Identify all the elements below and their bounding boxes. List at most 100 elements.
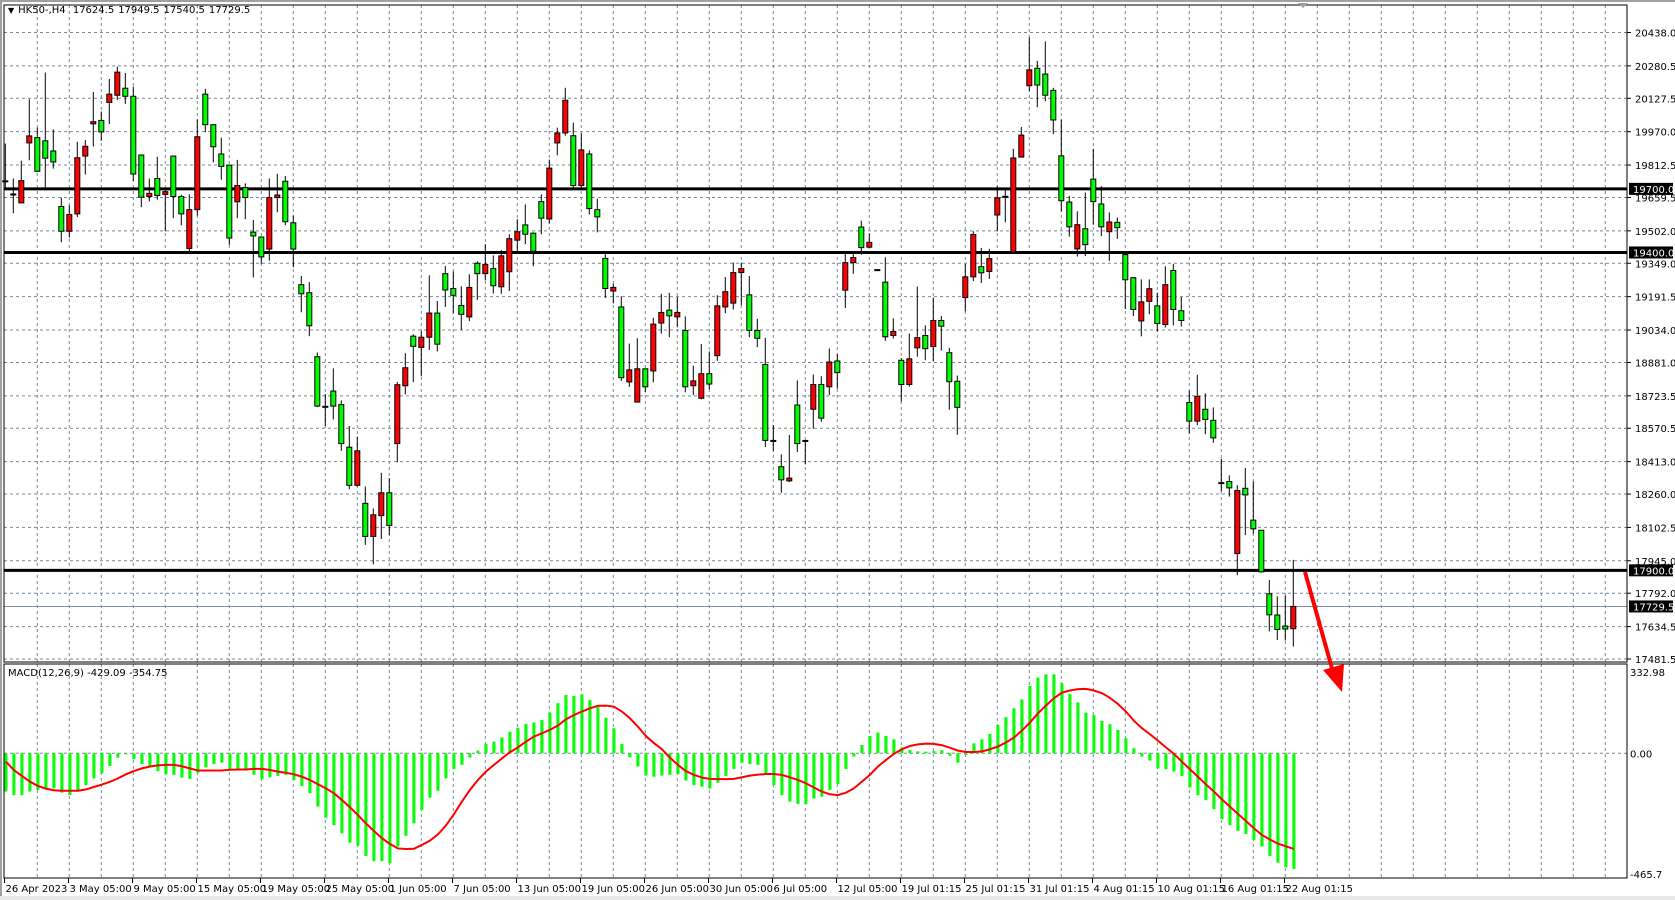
macd-histogram-bar <box>28 753 32 792</box>
candle-bearish <box>42 140 49 159</box>
price-tick-label: 17792.0 <box>1635 589 1675 600</box>
candle-bearish <box>1250 519 1257 530</box>
level-price-label: 17900.0 <box>1633 566 1674 577</box>
candle-bullish <box>514 231 521 241</box>
time-tick-label: 19 Jun 05:00 <box>582 884 646 895</box>
level-price-tag <box>1629 246 1673 259</box>
macd-histogram-bar <box>300 753 304 786</box>
macd-histogram-bar <box>748 753 752 765</box>
candle-bearish <box>1210 419 1217 439</box>
macd-histogram-bar <box>1108 724 1112 754</box>
macd-histogram-bar <box>260 753 264 780</box>
macd-histogram-bar <box>508 731 512 754</box>
candle-bearish <box>226 164 233 239</box>
candle-bearish <box>290 222 297 250</box>
candle-bearish <box>442 273 449 291</box>
time-tick-label: 30 Jun 05:00 <box>710 884 774 895</box>
time-tick-label: 6 Jul 05:00 <box>774 884 828 895</box>
candle-bearish <box>1058 155 1065 202</box>
candle-bearish <box>1098 203 1105 228</box>
candle-bullish <box>802 439 809 442</box>
macd-histogram-bar <box>1148 753 1152 761</box>
candle-bullish <box>738 268 745 274</box>
macd-histogram-bar <box>156 753 160 772</box>
candle-bearish <box>218 153 225 167</box>
candle-bearish <box>1274 614 1281 630</box>
macd-histogram-bar <box>1012 708 1016 754</box>
macd-histogram-bar <box>196 753 200 773</box>
candle-bullish <box>994 197 1001 216</box>
macd-histogram-bar <box>516 727 520 754</box>
candle-bearish <box>178 196 185 215</box>
macd-histogram-bar <box>972 743 976 754</box>
symbol-label: HK50-,H4 <box>18 5 66 16</box>
price-tick-label: 18723.5 <box>1635 392 1675 403</box>
macd-histogram-bar <box>1164 753 1168 770</box>
candle-bullish <box>82 145 89 157</box>
candle-bullish <box>2 180 9 183</box>
macd-histogram-bar <box>388 753 392 864</box>
macd-main-value: -429.09 <box>87 668 126 679</box>
macd-histogram-bar <box>1068 694 1072 754</box>
macd-histogram-bar <box>1052 674 1056 754</box>
candle-bearish <box>794 404 801 445</box>
macd-histogram-bar <box>108 753 112 766</box>
candle-bullish <box>194 136 201 211</box>
candle-bearish <box>818 383 825 419</box>
candle-bearish <box>682 329 689 388</box>
candle-bearish <box>98 119 105 133</box>
macd-histogram-bar <box>164 753 168 775</box>
price-tick-label: 18413.0 <box>1635 458 1675 469</box>
macd-histogram-bar <box>500 737 504 754</box>
macd-histogram-bar <box>964 753 968 755</box>
close-value: 17729.5 <box>208 5 251 16</box>
macd-histogram-bar <box>116 753 120 758</box>
macd-histogram-bar <box>1284 753 1288 868</box>
candle-bullish <box>74 157 81 215</box>
candle-bullish <box>1074 224 1081 250</box>
candle-bearish <box>1178 310 1185 321</box>
candle-bearish <box>666 309 673 317</box>
candle-bearish <box>490 268 497 287</box>
candle-bearish <box>450 287 457 296</box>
candle-bullish <box>1138 301 1145 322</box>
macd-tick-label: 0.00 <box>1630 749 1652 760</box>
time-tick-label: 10 Aug 01:15 <box>1158 884 1225 895</box>
level-price-label: 19700.0 <box>1633 185 1674 196</box>
candle-bullish <box>162 191 169 195</box>
macd-histogram-bar <box>652 753 656 777</box>
price-tick-label: 17945.0 <box>1635 557 1675 568</box>
macd-histogram-bar <box>1100 720 1104 754</box>
candle-bearish <box>258 236 265 258</box>
macd-histogram-bar <box>956 753 960 763</box>
macd-histogram-bar <box>1252 753 1256 841</box>
macd-histogram-bar <box>100 753 104 774</box>
triangle-down-icon[interactable]: ▼ <box>8 6 15 15</box>
macd-histogram-bar <box>548 712 552 754</box>
macd-histogram-bar <box>1236 753 1240 831</box>
macd-histogram-bar <box>524 723 528 754</box>
macd-histogram-bar <box>620 743 624 754</box>
macd-histogram-bar <box>1076 702 1080 754</box>
candle-bullish <box>66 214 73 232</box>
macd-histogram-bar <box>1276 753 1280 863</box>
macd-histogram-bar <box>716 753 720 783</box>
macd-histogram-bar <box>36 753 40 790</box>
candle-bearish <box>434 312 441 345</box>
macd-histogram-bar <box>92 753 96 779</box>
candle-bullish <box>930 319 937 348</box>
candle-bullish <box>354 450 361 486</box>
candle-bearish <box>346 446 353 486</box>
macd-histogram-bar <box>644 753 648 776</box>
candle-bullish <box>850 257 857 264</box>
level-price-label: 19400.0 <box>1633 248 1674 259</box>
macd-histogram-bar <box>540 719 544 754</box>
price-tick-label: 18881.0 <box>1635 358 1675 369</box>
macd-histogram-bar <box>940 750 944 754</box>
macd-histogram-bar <box>324 753 328 818</box>
macd-indicator-label: MACD(12,26,9) <box>8 668 84 679</box>
candle-bullish <box>874 269 881 272</box>
macd-histogram-bar <box>812 753 816 799</box>
candle-bearish <box>946 352 953 383</box>
